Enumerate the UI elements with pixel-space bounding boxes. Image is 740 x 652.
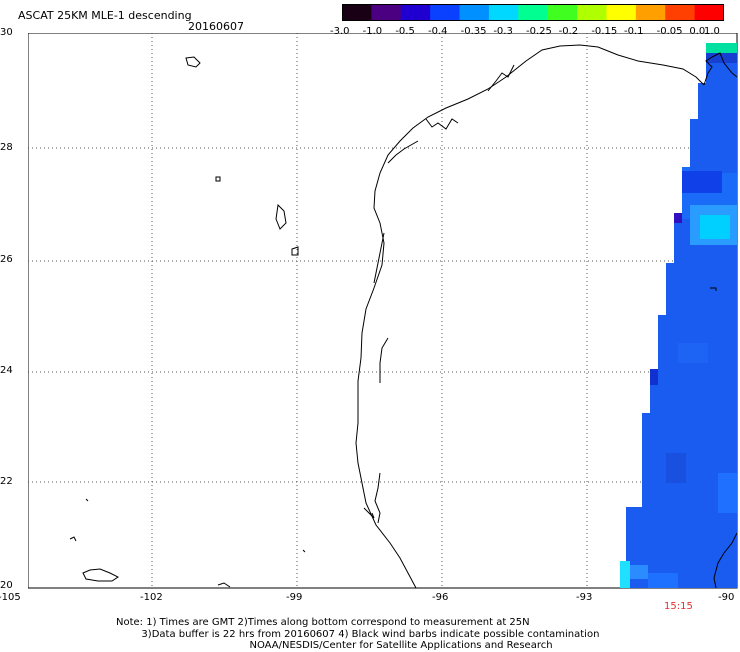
lon-label-99: -99: [286, 592, 303, 603]
footnote-line-2: 3)Data buffer is 22 hrs from 20160607 4)…: [116, 628, 600, 640]
colorbar-tick-label: -0.4: [428, 26, 448, 37]
colorbar-segment: [371, 4, 402, 21]
lon-label-90: -90: [718, 592, 735, 603]
footnote-line-3: NOAA/NESDIS/Center for Satellite Applica…: [116, 640, 553, 651]
colorbar-tick-label: -0.25: [526, 26, 552, 37]
colorbar-segment: [518, 4, 549, 21]
colorbar-tick-label: -0.2: [558, 26, 579, 37]
graticule: [28, 33, 737, 588]
colorbar-segment: [606, 4, 637, 21]
colorbar-tick-label: 0.0: [689, 26, 706, 37]
map-title: ASCAT 25KM MLE-1 descending: [18, 9, 192, 22]
lat-label-22: 22: [0, 476, 13, 487]
colorbar-tick-label: -0.3: [493, 26, 513, 37]
coastline: [69, 44, 738, 589]
colorbar-segment: [694, 4, 724, 21]
lat-label-26: 26: [0, 254, 13, 265]
colorbar: [342, 4, 724, 21]
footnote-line-1: Note: 1) Times are GMT 2)Times along bot…: [116, 617, 530, 628]
map-plot: [28, 33, 738, 589]
colorbar-tick-label: -0.1: [624, 26, 644, 37]
lat-label-24: 24: [0, 365, 13, 376]
lon-label-93: -93: [576, 592, 593, 603]
lat-label-30: 30: [0, 27, 13, 38]
ascat-swath: [620, 43, 737, 588]
lon-label-96: -96: [432, 592, 449, 603]
colorbar-tick-label: -0.05: [656, 26, 683, 37]
colorbar-tick-label: -0.15: [591, 26, 618, 37]
map-date: 20160607: [188, 20, 244, 33]
colorbar-segment: [400, 4, 431, 21]
colorbar-segment: [577, 4, 607, 21]
colorbar-tick-label: 1.0: [704, 26, 720, 37]
lat-label-28: 28: [0, 142, 13, 153]
footnote: Note: 1) Times are GMT 2)Times along bot…: [116, 617, 599, 652]
colorbar-segment: [547, 4, 578, 21]
colorbar-segment: [488, 4, 519, 21]
colorbar-tick-label: -0.35: [460, 26, 487, 37]
map-frame: [28, 33, 738, 589]
colorbar-segment: [342, 4, 372, 21]
colorbar-segment: [635, 4, 666, 21]
colorbar-tick-label: -1.0: [362, 26, 383, 37]
swath-time-label: 15:15: [664, 601, 693, 612]
lat-label-20: 20: [0, 580, 13, 591]
lon-label-102: -102: [140, 592, 163, 603]
colorbar-segment: [459, 4, 490, 21]
lon-label-105: -105: [0, 592, 21, 603]
colorbar-tick-label: -3.0: [330, 26, 350, 37]
colorbar-segment: [430, 4, 461, 21]
colorbar-border: [342, 4, 724, 21]
colorbar-ticks: -3.0 -1.0 -0.5 -0.4 -0.35 -0.3 -0.25 -0.2 -0.15-…: [330, 26, 730, 40]
colorbar-segment: [665, 4, 696, 21]
colorbar-tick-label: -0.5: [395, 26, 415, 37]
